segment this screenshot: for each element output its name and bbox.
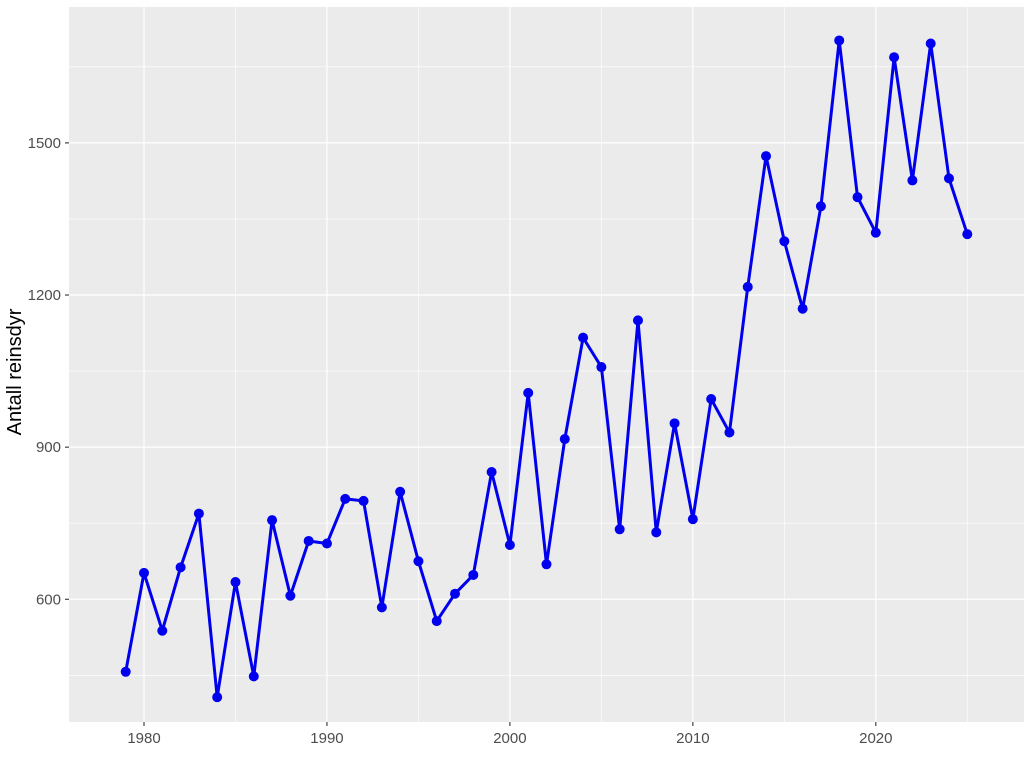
data-point (834, 35, 845, 46)
data-point (285, 590, 296, 601)
data-point (486, 467, 497, 478)
data-point (450, 588, 461, 599)
data-point (889, 52, 900, 63)
data-point (230, 577, 241, 588)
data-point (559, 434, 570, 445)
data-point (632, 315, 643, 326)
x-axis-ticks (143, 722, 877, 726)
data-point (541, 559, 552, 570)
data-point (962, 229, 973, 240)
y-tick-label: 900 (36, 439, 61, 456)
data-point (815, 201, 826, 212)
data-point (321, 538, 332, 549)
data-point (925, 38, 936, 49)
y-tick-label: 1500 (28, 135, 61, 152)
data-point (706, 393, 717, 404)
data-point (358, 495, 369, 506)
data-point (395, 486, 406, 497)
data-point (742, 281, 753, 292)
series-group (120, 35, 973, 703)
data-point (943, 173, 954, 184)
data-point (157, 625, 168, 636)
data-point (139, 567, 150, 578)
data-point (468, 569, 479, 580)
major-gridlines (69, 7, 1024, 722)
data-point (651, 527, 662, 538)
plot-panel (69, 7, 1024, 722)
data-point (724, 427, 735, 438)
data-point (614, 524, 625, 535)
data-point (578, 332, 589, 343)
x-tick-label: 2010 (676, 730, 709, 747)
data-point (212, 692, 223, 703)
x-tick-label: 2020 (859, 730, 892, 747)
data-point (120, 666, 131, 677)
data-point (761, 151, 772, 162)
data-point (687, 514, 698, 525)
data-point (340, 493, 351, 504)
x-tick-label: 1980 (127, 730, 160, 747)
x-tick-label: 2000 (493, 730, 526, 747)
y-axis-ticks (65, 142, 69, 600)
x-axis-tick-labels: 1980 1990 2000 2010 2020 (127, 730, 892, 747)
data-point (248, 671, 259, 682)
data-point (596, 362, 607, 373)
data-point (413, 556, 424, 567)
data-point (431, 616, 442, 627)
data-point (669, 418, 680, 429)
data-point (852, 192, 863, 203)
data-point (797, 303, 808, 314)
data-point (907, 175, 918, 186)
y-tick-label: 600 (36, 591, 61, 608)
data-point (175, 562, 186, 573)
data-point (870, 227, 881, 238)
data-point (523, 387, 534, 398)
x-tick-label: 1990 (310, 730, 343, 747)
data-point (779, 236, 790, 247)
minor-gridlines (69, 7, 1024, 722)
data-point (504, 540, 515, 551)
data-point (267, 515, 278, 526)
data-point (303, 535, 314, 546)
y-tick-label: 1200 (28, 287, 61, 304)
data-point (376, 602, 387, 613)
y-axis-tick-labels: 600 900 1200 1500 (28, 135, 61, 608)
y-axis-title: Antall reinsdyr (4, 308, 26, 435)
data-point (193, 508, 204, 519)
